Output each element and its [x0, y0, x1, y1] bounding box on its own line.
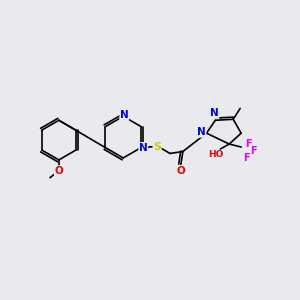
Text: F: F [250, 146, 256, 156]
Text: N: N [120, 110, 129, 120]
Text: N: N [210, 108, 219, 118]
Text: F: F [243, 153, 249, 163]
Text: S: S [153, 142, 161, 152]
Text: N: N [197, 127, 206, 137]
Text: O: O [55, 166, 63, 176]
Text: F: F [245, 139, 251, 149]
Text: HO: HO [208, 151, 223, 160]
Text: N: N [139, 142, 148, 152]
Text: O: O [176, 166, 185, 176]
